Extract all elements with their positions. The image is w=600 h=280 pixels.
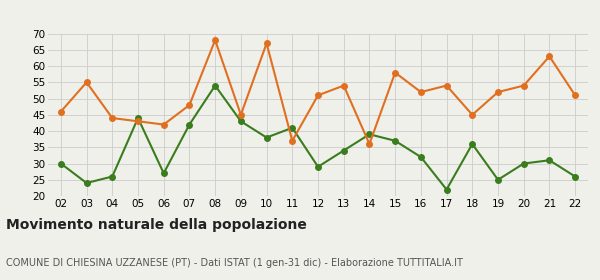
Decessi [366, 142, 373, 146]
Nascite [314, 165, 322, 169]
Decessi [263, 42, 270, 45]
Nascite [109, 175, 116, 178]
Nascite [237, 120, 244, 123]
Nascite [263, 136, 270, 139]
Nascite [57, 162, 64, 165]
Decessi [237, 113, 244, 116]
Decessi [520, 84, 527, 87]
Decessi [314, 94, 322, 97]
Text: Movimento naturale della popolazione: Movimento naturale della popolazione [6, 218, 307, 232]
Nascite [392, 139, 399, 143]
Nascite [160, 172, 167, 175]
Nascite [340, 149, 347, 152]
Decessi [186, 103, 193, 107]
Legend: Nascite, Decessi: Nascite, Decessi [238, 0, 398, 3]
Nascite [443, 188, 450, 191]
Decessi [134, 120, 142, 123]
Decessi [212, 38, 219, 42]
Decessi [572, 94, 579, 97]
Decessi [392, 71, 399, 74]
Decessi [443, 84, 450, 87]
Decessi [417, 90, 424, 94]
Nascite [417, 155, 424, 159]
Nascite [494, 178, 502, 181]
Decessi [289, 139, 296, 143]
Nascite [83, 181, 90, 185]
Decessi [57, 110, 64, 113]
Nascite [289, 126, 296, 129]
Nascite [546, 158, 553, 162]
Decessi [160, 123, 167, 126]
Decessi [469, 113, 476, 116]
Decessi [546, 55, 553, 58]
Decessi [340, 84, 347, 87]
Nascite [469, 142, 476, 146]
Nascite [134, 116, 142, 120]
Nascite [212, 84, 219, 87]
Nascite [572, 175, 579, 178]
Decessi [83, 81, 90, 84]
Line: Nascite: Nascite [58, 83, 578, 192]
Nascite [186, 123, 193, 126]
Nascite [520, 162, 527, 165]
Decessi [109, 116, 116, 120]
Text: COMUNE DI CHIESINA UZZANESE (PT) - Dati ISTAT (1 gen-31 dic) - Elaborazione TUTT: COMUNE DI CHIESINA UZZANESE (PT) - Dati … [6, 258, 463, 268]
Line: Decessi: Decessi [58, 37, 578, 147]
Decessi [494, 90, 502, 94]
Nascite [366, 133, 373, 136]
